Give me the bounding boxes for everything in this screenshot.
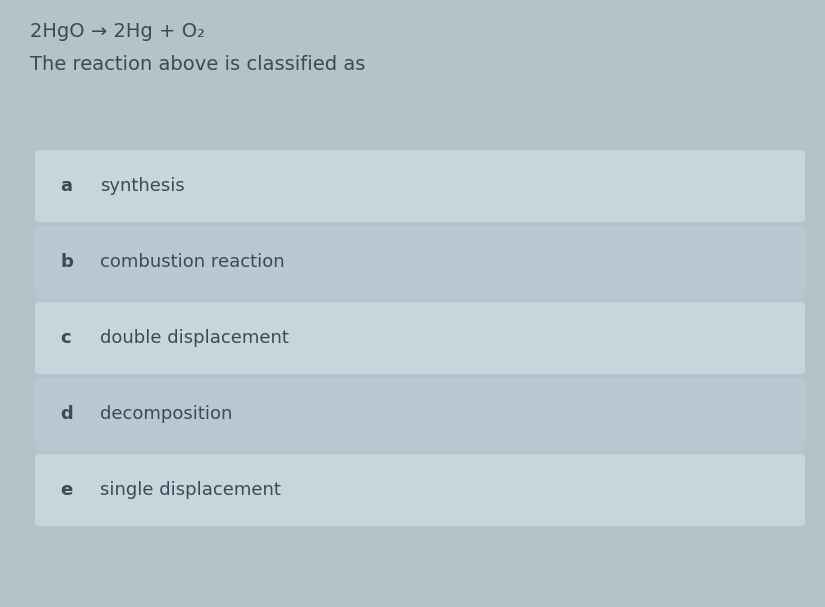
FancyBboxPatch shape [35,302,805,374]
Text: e: e [60,481,73,499]
Text: d: d [60,405,73,423]
Text: synthesis: synthesis [100,177,185,195]
Text: single displacement: single displacement [100,481,280,499]
Text: 2HgO → 2Hg + O₂: 2HgO → 2Hg + O₂ [30,22,205,41]
FancyBboxPatch shape [35,454,805,526]
Text: a: a [60,177,72,195]
Text: b: b [60,253,73,271]
Text: The reaction above is classified as: The reaction above is classified as [30,55,365,74]
Text: combustion reaction: combustion reaction [100,253,285,271]
FancyBboxPatch shape [35,150,805,222]
FancyBboxPatch shape [35,226,805,298]
FancyBboxPatch shape [35,378,805,450]
Text: double displacement: double displacement [100,329,289,347]
Text: c: c [60,329,71,347]
Text: decomposition: decomposition [100,405,233,423]
